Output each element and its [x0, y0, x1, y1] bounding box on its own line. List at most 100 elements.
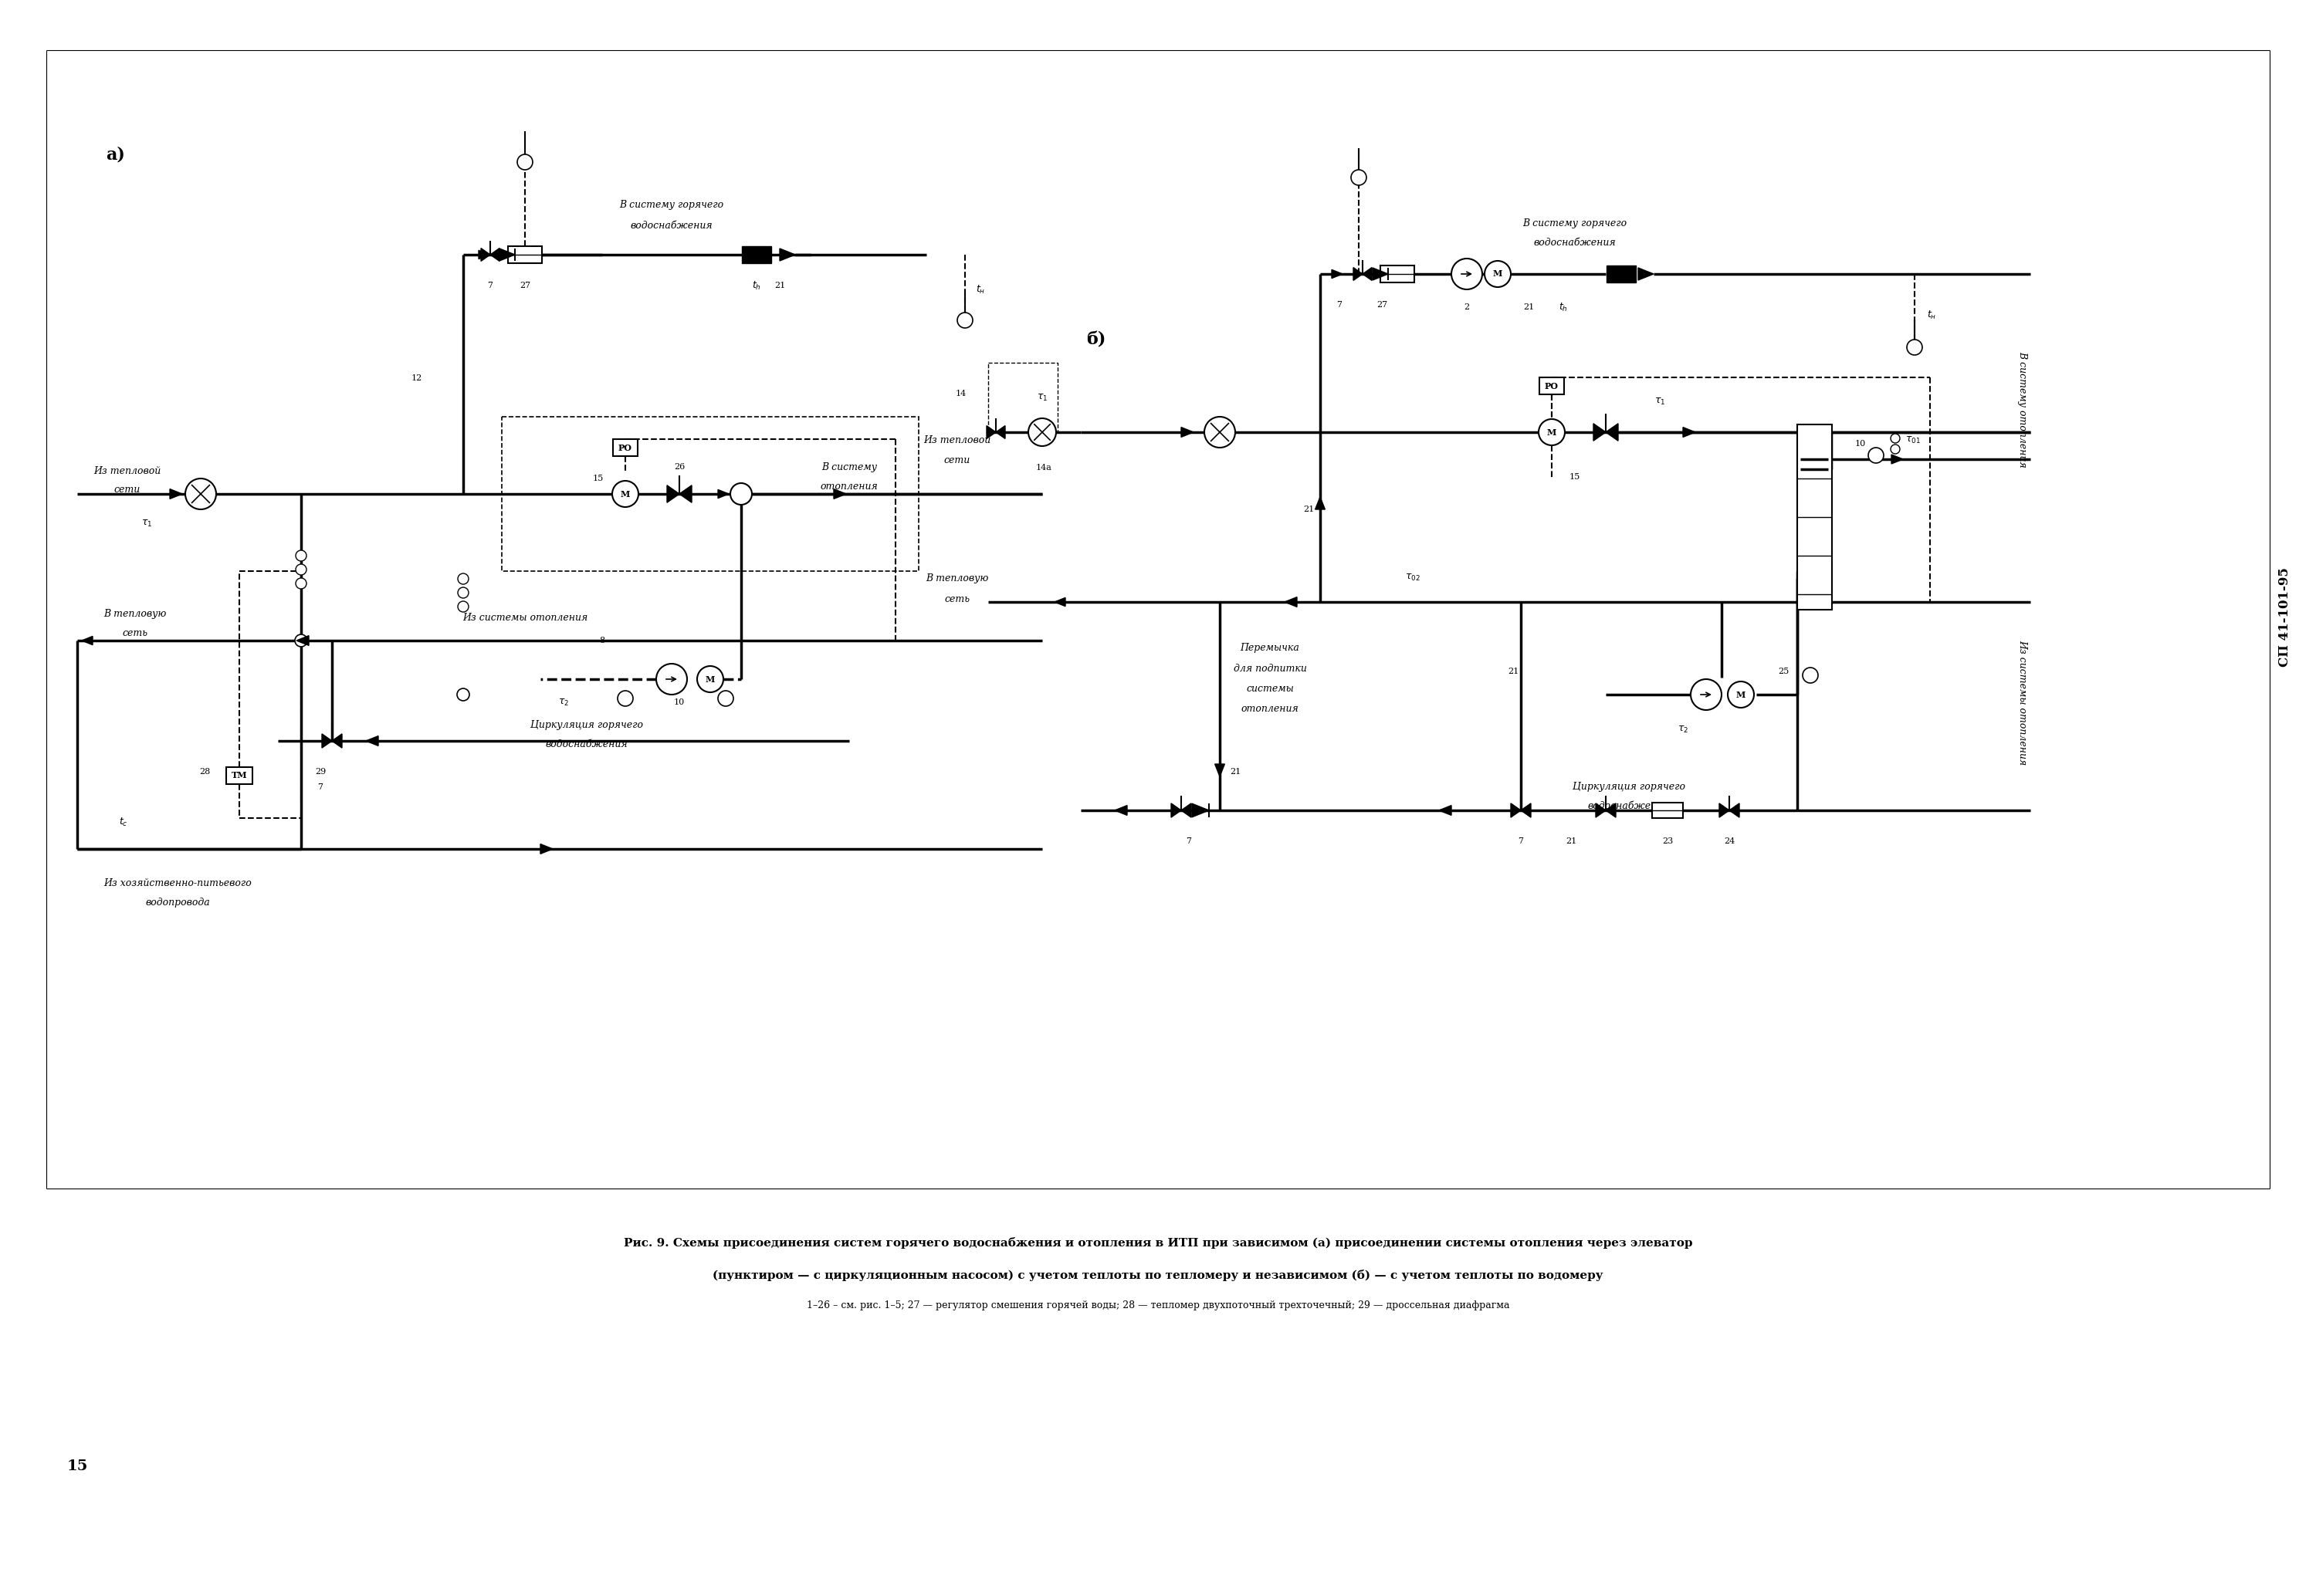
Text: $\tau_1$: $\tau_1$	[1654, 396, 1665, 407]
Text: 21: 21	[1524, 303, 1533, 311]
Text: для подпитки: для подпитки	[1234, 664, 1306, 674]
Text: 21: 21	[774, 281, 785, 289]
Text: Из тепловой: Из тепловой	[924, 434, 991, 445]
Text: М: М	[1737, 691, 1746, 699]
Circle shape	[655, 664, 688, 694]
Text: М: М	[706, 675, 716, 683]
Text: б): б)	[1086, 330, 1107, 348]
Circle shape	[1890, 434, 1899, 444]
Bar	[1540, 377, 1563, 394]
Circle shape	[1906, 340, 1922, 354]
Text: Циркуляция горячего: Циркуляция горячего	[1573, 782, 1686, 792]
Text: водоснабжения: водоснабжения	[1533, 238, 1617, 247]
Bar	[989, 362, 1058, 433]
Text: Перемычка: Перемычка	[1241, 643, 1299, 653]
Circle shape	[1485, 260, 1510, 287]
Text: сеть: сеть	[123, 627, 148, 638]
Polygon shape	[1362, 268, 1371, 281]
Text: отопления: отопления	[820, 480, 878, 492]
Circle shape	[697, 666, 723, 693]
Text: 14: 14	[957, 389, 966, 397]
Text: Из тепловой: Из тепловой	[93, 466, 162, 476]
Text: 7: 7	[317, 784, 322, 792]
Circle shape	[296, 563, 306, 575]
Circle shape	[957, 313, 973, 329]
Circle shape	[1538, 420, 1566, 445]
Text: В систему отопления: В систему отопления	[2017, 351, 2029, 468]
Text: Из системы отопления: Из системы отопления	[463, 613, 588, 622]
Circle shape	[730, 484, 753, 504]
Text: (пунктиром — с циркуляционным насосом) с учетом теплоты по тепломеру и независим: (пунктиром — с циркуляционным насосом) с…	[713, 1269, 1603, 1280]
Text: $\tau_1$: $\tau_1$	[1038, 393, 1047, 402]
Text: $t_h$: $t_h$	[1559, 302, 1568, 313]
Polygon shape	[169, 488, 183, 500]
Circle shape	[459, 587, 468, 598]
Polygon shape	[1438, 806, 1452, 816]
Polygon shape	[987, 426, 996, 439]
Text: $\tau_{01}$: $\tau_{01}$	[1906, 434, 1920, 445]
Bar	[614, 439, 637, 456]
Text: $t_н$: $t_н$	[975, 284, 984, 295]
Polygon shape	[1892, 455, 1904, 464]
Circle shape	[718, 691, 734, 705]
Text: 21: 21	[1230, 768, 1241, 776]
Text: Циркуляция горячего: Циркуляция горячего	[530, 720, 644, 731]
Polygon shape	[81, 637, 93, 645]
Bar	[1607, 265, 1635, 282]
Text: М: М	[1547, 428, 1556, 436]
Text: В систему горячего: В систему горячего	[618, 200, 725, 209]
Circle shape	[459, 573, 468, 584]
Text: сети: сети	[945, 455, 970, 464]
Text: $t_c$: $t_c$	[118, 816, 127, 828]
Text: $t_h$: $t_h$	[753, 279, 762, 292]
Text: 27: 27	[519, 281, 530, 289]
Polygon shape	[1172, 803, 1181, 817]
Text: 7: 7	[486, 281, 493, 289]
Polygon shape	[1596, 803, 1605, 817]
Text: 24: 24	[1723, 838, 1735, 844]
Circle shape	[1728, 681, 1753, 707]
Text: 25: 25	[1779, 667, 1788, 675]
Polygon shape	[1285, 597, 1297, 606]
Polygon shape	[1510, 803, 1522, 817]
Text: 21: 21	[1304, 506, 1313, 514]
Polygon shape	[1373, 268, 1387, 281]
Polygon shape	[834, 488, 845, 500]
Text: 12: 12	[412, 375, 422, 381]
Circle shape	[1350, 169, 1366, 185]
Polygon shape	[479, 251, 489, 259]
Polygon shape	[1522, 803, 1531, 817]
Text: Рис. 9. Схемы присоединения систем горячего водоснабжения и отопления в ИТП при : Рис. 9. Схемы присоединения систем горяч…	[623, 1237, 1693, 1248]
Text: Из системы отопления: Из системы отопления	[2017, 640, 2029, 764]
Text: 15: 15	[67, 1459, 88, 1473]
Text: 1–26 – см. рис. 1–5; 27 — регулятор смешения горячей воды; 28 — тепломер двухпот: 1–26 – см. рис. 1–5; 27 — регулятор смеш…	[806, 1301, 1510, 1310]
Text: $\tau_1$: $\tau_1$	[141, 519, 153, 528]
Polygon shape	[1593, 423, 1605, 440]
Circle shape	[1691, 680, 1721, 710]
Bar	[1651, 803, 1684, 819]
Text: сеть: сеть	[945, 594, 970, 603]
Polygon shape	[331, 734, 343, 749]
Text: В тепловую: В тепловую	[926, 575, 989, 584]
Polygon shape	[996, 426, 1005, 439]
Polygon shape	[366, 736, 378, 745]
Text: 10: 10	[1855, 440, 1867, 447]
Text: РО: РО	[1545, 381, 1559, 389]
Circle shape	[1452, 259, 1482, 289]
Circle shape	[611, 480, 639, 508]
Circle shape	[185, 479, 215, 509]
Circle shape	[1802, 667, 1818, 683]
Polygon shape	[482, 249, 491, 262]
Circle shape	[456, 688, 470, 701]
Polygon shape	[1216, 764, 1225, 776]
Text: 7: 7	[1519, 838, 1524, 844]
Polygon shape	[667, 485, 679, 503]
Polygon shape	[718, 490, 730, 498]
Text: 20: 20	[1809, 428, 1820, 436]
Polygon shape	[491, 249, 500, 262]
Polygon shape	[1637, 268, 1654, 281]
Text: 26: 26	[674, 463, 686, 471]
Circle shape	[459, 602, 468, 611]
Circle shape	[1869, 447, 1883, 463]
Text: водоснабжения: водоснабжения	[630, 220, 713, 230]
